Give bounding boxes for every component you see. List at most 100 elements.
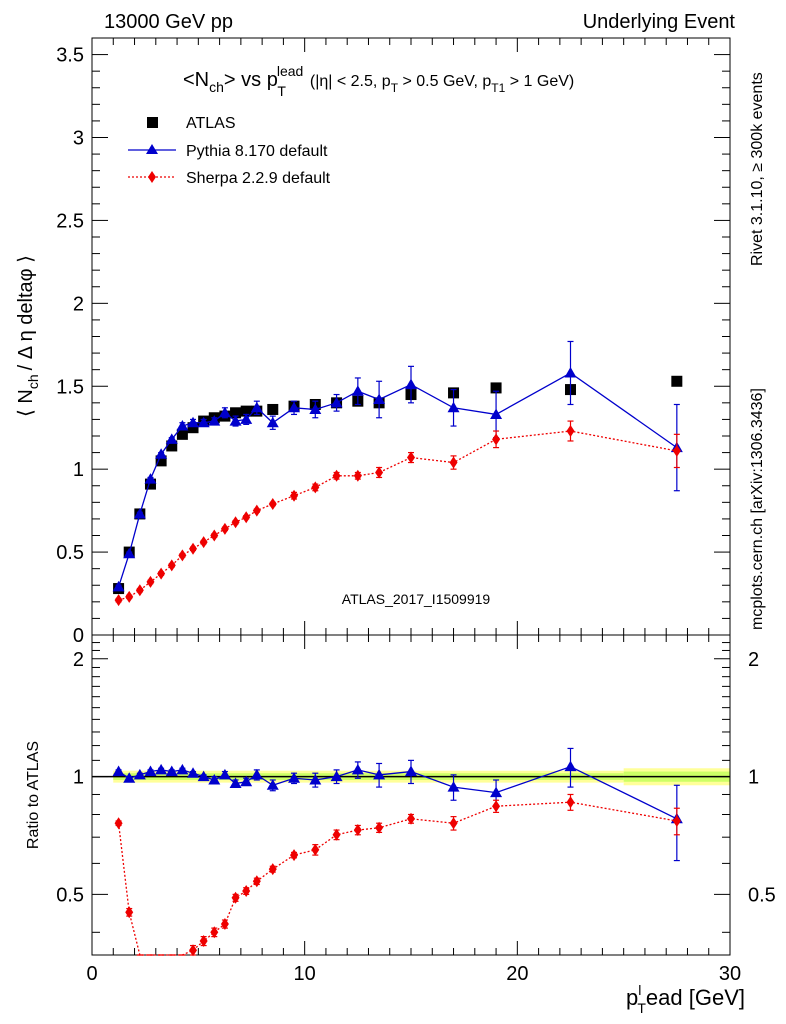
- main-pythia-point: [197, 416, 210, 428]
- ratio-sherpa-point: [125, 906, 134, 919]
- ratio-pythia-point: [447, 781, 460, 792]
- main-sherpa-point: [167, 559, 176, 572]
- main-sherpa-point: [353, 469, 362, 482]
- main-y-tick-label: 3: [73, 128, 84, 150]
- ratio-pythia-point: [240, 775, 253, 787]
- main-atlas-point: [671, 375, 683, 387]
- main-pythia-point: [123, 547, 136, 559]
- ratio-sherpa-point: [242, 885, 251, 898]
- ratio-data: [112, 747, 683, 957]
- main-pythia-point: [266, 416, 279, 428]
- x-tick-label: 30: [719, 963, 741, 985]
- ratio-sherpa-point: [220, 918, 229, 931]
- main-tick-labels: 0 0.5 1 1.5 2 2.5 3 3.5: [56, 45, 84, 647]
- main-pythia-point: [288, 401, 301, 413]
- main-pythia-line: [117, 372, 678, 588]
- main-sherpa-point: [566, 425, 575, 438]
- main-sherpa-point: [220, 522, 229, 535]
- main-sherpa-point: [268, 497, 277, 510]
- ratio-pythia-point: [197, 770, 210, 782]
- main-title: <Nch> vs plead T(|η| < 2.5, pT > 0.5 GeV,…: [183, 63, 574, 99]
- ratio-ticks: [91, 635, 731, 955]
- main-panel: 0 0.5 1 1.5 2 2.5 3 3.5 <Nch> vs plead T(|η| < 2…: [15, 37, 731, 647]
- main-pythia-point: [309, 403, 322, 414]
- main-atlas-point: [187, 422, 199, 434]
- main-pythia-point: [405, 378, 417, 390]
- legend: ATLAS Pythia 8.170 default Sherpa 2.2.9 …: [128, 115, 331, 187]
- main-pythia-point: [447, 401, 460, 413]
- ratio-pythia-point: [123, 772, 136, 783]
- header-left: 13000 GeV pp: [104, 11, 233, 33]
- ratio-pythia-point: [266, 779, 279, 790]
- main-sherpa-point: [231, 516, 240, 529]
- ratio-y-tick-label-right: 0.5: [748, 884, 776, 906]
- ratio-pythia-point: [112, 765, 125, 777]
- main-atlas-point: [490, 382, 502, 394]
- ratio-y-tick-label: 2: [73, 649, 84, 671]
- header-right: Underlying Event: [583, 11, 736, 33]
- ratio-y-tick-label: 1: [73, 767, 84, 789]
- main-atlas-point: [267, 403, 279, 415]
- ratio-pythia-point: [288, 772, 301, 783]
- ratio-frame: [91, 634, 731, 956]
- main-pythia-point: [176, 420, 189, 431]
- main-sherpa-point: [114, 594, 123, 607]
- ratio-pythia-point: [218, 768, 231, 780]
- main-sherpa-point: [290, 489, 299, 502]
- main-sherpa-point: [492, 433, 501, 446]
- main-atlas-point: [230, 407, 242, 419]
- ratio-sherpa-point: [566, 796, 575, 809]
- main-sherpa-point: [242, 511, 251, 524]
- main-pythia-point: [250, 401, 263, 413]
- ratio-sherpa-point: [252, 875, 261, 888]
- ratio-pythia-point: [165, 765, 178, 777]
- rivet-label: Rivet 3.1.10, ≥ 300k events: [749, 72, 766, 266]
- ratio-sherpa-point: [449, 817, 458, 830]
- main-sherpa-point: [199, 536, 208, 549]
- main-y-tick-label: 1.5: [56, 376, 84, 398]
- main-pythia-point: [564, 366, 577, 378]
- main-y-tick-label: 0.5: [56, 542, 84, 564]
- ratio-y-tick-label: 0.5: [56, 884, 84, 906]
- ratio-sherpa-point: [199, 935, 208, 948]
- main-y-tick-label: 2.5: [56, 210, 84, 232]
- ratio-sherpa-point: [114, 817, 123, 830]
- ratio-pythia-point: [155, 763, 168, 775]
- main-sherpa-point: [125, 590, 134, 603]
- ratio-pythia-point: [133, 768, 146, 780]
- ratio-pythia-point: [330, 770, 343, 782]
- legend-atlas-marker: [147, 117, 158, 128]
- legend-sherpa-label: Sherpa 2.2.9 default: [186, 170, 331, 187]
- x-tick-label: 10: [294, 963, 316, 985]
- ratio-pythia-point: [309, 773, 322, 785]
- ratio-panel: 0.5 0.51 12 20 10 20 30 Ratio to ATLAS pl Tead …: [25, 634, 776, 1016]
- main-pythia-point: [218, 406, 231, 418]
- main-atlas-point: [166, 440, 178, 452]
- main-sherpa-point: [189, 542, 198, 555]
- ratio-pythia-point: [229, 777, 242, 789]
- main-y-tick-label: 3.5: [56, 45, 84, 67]
- mcplots-label: mcplots.cern.ch [arXiv:1306.3436]: [749, 388, 766, 630]
- ratio-y-label: Ratio to ATLAS: [25, 741, 42, 849]
- main-pythia-point: [330, 396, 343, 408]
- main-pythia-point: [208, 415, 221, 426]
- main-pythia-point: [490, 408, 503, 419]
- ratio-sherpa-point: [375, 821, 384, 834]
- ratio-pythia-point: [208, 773, 221, 785]
- main-pythia-point: [133, 507, 146, 519]
- ratio-sherpa-point: [231, 891, 240, 904]
- ratio-sherpa-point: [353, 824, 362, 837]
- legend-pythia-marker: [146, 144, 158, 154]
- main-ticks: [91, 37, 731, 636]
- ratio-pythia-point: [144, 765, 157, 777]
- main-y-label: ⟨ Nch/ Δ η deltaφ ⟩: [15, 255, 41, 417]
- main-pythia-point: [187, 416, 200, 428]
- main-pythia-point: [155, 448, 168, 459]
- ratio-sherpa-point: [672, 814, 681, 827]
- main-sherpa-point: [407, 451, 415, 464]
- main-sherpa-point: [252, 504, 261, 517]
- main-pythia-point: [165, 433, 178, 444]
- main-atlas-point: [155, 455, 167, 467]
- x-axis-label: pl Tead [GeV]: [626, 982, 745, 1016]
